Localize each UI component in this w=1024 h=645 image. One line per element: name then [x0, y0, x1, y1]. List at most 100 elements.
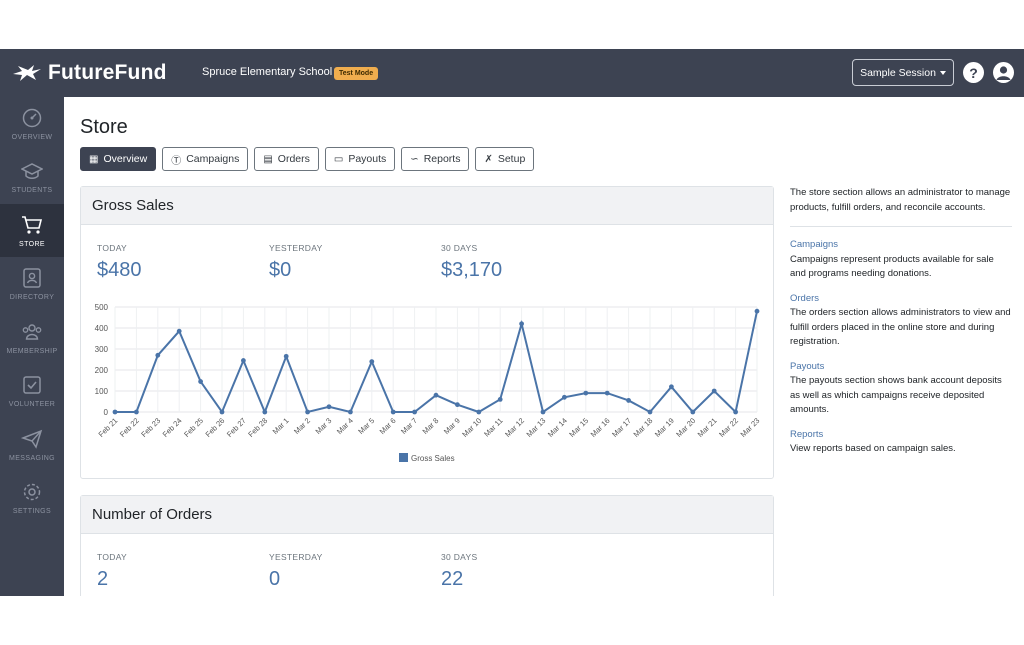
divider: [790, 226, 1012, 227]
stat-today: TODAY 2: [97, 552, 127, 591]
stat-value: $480: [97, 259, 142, 281]
data-point: [369, 359, 375, 364]
data-point: [626, 398, 631, 403]
sidebar-label: STORE: [19, 240, 45, 248]
data-point: [690, 409, 696, 415]
sidebar-item-overview[interactable]: OVERVIEW: [0, 97, 64, 150]
x-tick-label: Mar 23: [739, 416, 762, 439]
sidebar-item-volunteer[interactable]: VOLUNTEER: [0, 364, 64, 417]
money-icon: ▭: [333, 153, 344, 165]
data-point: [198, 379, 203, 384]
x-tick-label: Mar 14: [546, 416, 569, 439]
orders-card: Number of Orders TODAY 2 YESTERDAY 0 30 …: [80, 495, 774, 596]
user-avatar-icon[interactable]: [993, 62, 1014, 83]
line-chart-icon: ∽: [410, 153, 419, 165]
x-tick-label: Mar 20: [674, 416, 697, 439]
y-tick-label: 500: [95, 303, 109, 312]
tab-setup[interactable]: ✗ Setup: [475, 147, 535, 171]
tab-label: Campaigns: [186, 153, 240, 165]
dashboard-icon: [22, 108, 42, 127]
x-tick-label: Mar 2: [292, 416, 312, 436]
orders-link[interactable]: Orders: [790, 292, 820, 304]
tab-label: Reports: [423, 153, 461, 165]
x-tick-label: Mar 7: [399, 416, 419, 436]
data-point: [219, 409, 225, 415]
sidebar-label: STUDENTS: [11, 186, 53, 194]
y-tick-label: 300: [95, 345, 109, 354]
brand-name: FutureFund: [48, 61, 167, 84]
x-tick-label: Mar 8: [420, 416, 440, 436]
tab-overview[interactable]: ▦ Overview: [80, 147, 157, 171]
tab-payouts[interactable]: ▭ Payouts: [324, 147, 396, 171]
info-payouts: Payouts The payouts section shows bank a…: [790, 360, 1012, 418]
data-point: [305, 409, 310, 415]
sidebar-item-membership[interactable]: MEMBERSHIP: [0, 311, 64, 364]
data-point: [497, 397, 503, 402]
x-tick-label: Mar 16: [589, 416, 612, 439]
info-panel: The store section allows an administrato…: [790, 186, 1012, 467]
sidebar-item-directory[interactable]: DIRECTORY: [0, 257, 64, 310]
data-point: [583, 390, 589, 396]
info-text: The payouts section shows bank account d…: [790, 375, 1002, 415]
y-tick-label: 100: [95, 387, 109, 396]
sidebar-label: DIRECTORY: [9, 293, 55, 301]
dollar-circle-icon: Ⓣ: [171, 155, 182, 167]
graduation-cap-icon: [21, 162, 43, 179]
data-point: [390, 409, 396, 415]
reports-link[interactable]: Reports: [790, 428, 824, 440]
main-content: Store ▦ Overview Ⓣ Campaigns ▤ Orders ▭ …: [64, 97, 1024, 596]
x-tick-label: Mar 17: [610, 416, 633, 439]
tab-label: Payouts: [348, 153, 387, 165]
stat-value: $3,170: [441, 259, 503, 281]
card-title: Number of Orders: [81, 496, 773, 534]
data-point: [604, 390, 610, 396]
data-point: [262, 409, 268, 415]
info-orders: Orders The orders section allows adminis…: [790, 292, 1012, 350]
data-point: [326, 404, 332, 410]
tools-icon: ✗: [484, 153, 493, 165]
stat-yesterday: YESTERDAY $0: [269, 243, 323, 282]
x-tick-label: Feb 28: [246, 416, 269, 439]
payouts-link[interactable]: Payouts: [790, 360, 825, 372]
info-reports: Reports View reports based on campaign s…: [790, 428, 1012, 457]
data-point: [176, 328, 182, 334]
x-tick-label: Mar 19: [653, 416, 676, 439]
school-name[interactable]: Spruce Elementary School: [202, 66, 333, 78]
help-icon[interactable]: ?: [963, 62, 984, 83]
sidebar-item-settings[interactable]: SETTINGS: [0, 471, 64, 524]
sample-session-dropdown[interactable]: Sample Session: [852, 59, 954, 86]
stat-yesterday: YESTERDAY 0: [269, 552, 323, 591]
campaigns-link[interactable]: Campaigns: [790, 239, 839, 250]
tab-campaigns[interactable]: Ⓣ Campaigns: [162, 147, 249, 171]
data-point: [733, 409, 738, 415]
x-tick-label: Feb 26: [204, 416, 227, 439]
x-tick-label: Mar 21: [696, 416, 719, 439]
data-point: [348, 409, 353, 415]
stat-label: TODAY: [97, 243, 127, 253]
bird-logo-icon: [13, 65, 41, 81]
tab-orders[interactable]: ▤ Orders: [254, 147, 319, 171]
stat-value: 22: [441, 568, 464, 590]
x-tick-label: Feb 25: [182, 416, 205, 439]
x-tick-label: Feb 23: [139, 416, 162, 439]
data-point: [711, 388, 717, 394]
y-tick-label: 0: [104, 408, 109, 417]
x-tick-label: Mar 4: [335, 416, 355, 436]
x-tick-label: Feb 22: [118, 416, 141, 439]
legend-label: Gross Sales: [411, 454, 455, 463]
info-text: View reports based on campaign sales.: [790, 443, 956, 454]
info-campaigns: Campaigns Campaigns represent products a…: [790, 238, 1012, 282]
sidebar-label: MESSAGING: [9, 454, 55, 462]
x-tick-label: Mar 18: [632, 416, 655, 439]
x-tick-label: Mar 1: [271, 416, 291, 436]
tab-reports[interactable]: ∽ Reports: [401, 147, 470, 171]
sidebar-item-messaging[interactable]: MESSAGING: [0, 418, 64, 471]
stat-30-days: 30 DAYS $3,170: [441, 243, 502, 282]
sidebar-item-store[interactable]: STORE: [0, 204, 64, 257]
test-mode-badge: Test Mode: [334, 67, 379, 80]
data-point: [754, 308, 760, 314]
x-tick-label: Mar 3: [313, 416, 333, 436]
sidebar-item-students[interactable]: STUDENTS: [0, 150, 64, 203]
brand-logo[interactable]: FutureFund: [12, 61, 167, 85]
